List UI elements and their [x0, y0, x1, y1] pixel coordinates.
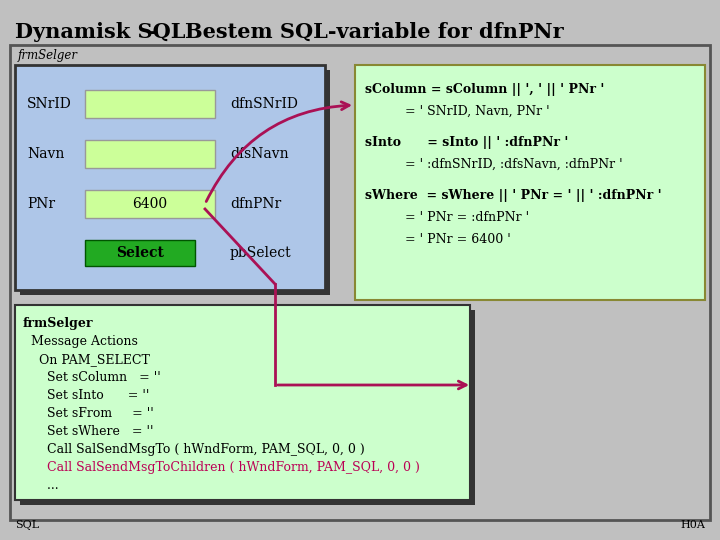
Text: PNr: PNr [27, 197, 55, 211]
Text: Set sFrom     = '': Set sFrom = '' [23, 407, 154, 420]
Text: Message Actions: Message Actions [23, 335, 138, 348]
Text: Dynamisk SQL: Dynamisk SQL [15, 22, 186, 42]
Bar [85, 140, 215, 168]
Text: Set sInto      = '': Set sInto = '' [23, 389, 149, 402]
Text: frmSelger: frmSelger [18, 49, 78, 62]
Bar [20, 310, 475, 505]
Bar [10, 45, 710, 520]
Text: pbSelect: pbSelect [230, 246, 292, 260]
Text: Bestem SQL-variable for dfnPNr: Bestem SQL-variable for dfnPNr [185, 22, 564, 42]
Text: Select: Select [116, 246, 164, 260]
Bar [20, 70, 330, 295]
Text: = ' :dfnSNrID, :dfsNavn, :dfnPNr ': = ' :dfnSNrID, :dfsNavn, :dfnPNr ' [365, 158, 623, 171]
Text: sColumn = sColumn || ', ' || ' PNr ': sColumn = sColumn || ', ' || ' PNr ' [365, 83, 604, 96]
Text: sInto      = sInto || ' :dfnPNr ': sInto = sInto || ' :dfnPNr ' [365, 136, 568, 149]
Bar [85, 240, 195, 266]
Text: H0A: H0A [680, 520, 705, 530]
Text: dfsNavn: dfsNavn [230, 147, 289, 161]
Text: Set sWhere   = '': Set sWhere = '' [23, 425, 153, 438]
Text: SQL: SQL [15, 520, 39, 530]
Text: = ' PNr = 6400 ': = ' PNr = 6400 ' [365, 233, 510, 246]
Text: On PAM_SELECT: On PAM_SELECT [23, 353, 150, 366]
Bar [85, 190, 215, 218]
Bar [355, 65, 705, 300]
Text: = ' PNr = :dfnPNr ': = ' PNr = :dfnPNr ' [365, 211, 529, 224]
Bar [15, 305, 470, 500]
Bar [15, 65, 325, 290]
Text: Call SalSendMsgToChildren ( hWndForm, PAM_SQL, 0, 0 ): Call SalSendMsgToChildren ( hWndForm, PA… [23, 461, 420, 474]
Text: sWhere  = sWhere || ' PNr = ' || ' :dfnPNr ': sWhere = sWhere || ' PNr = ' || ' :dfnPN… [365, 188, 662, 201]
Text: dfnPNr: dfnPNr [230, 197, 282, 211]
Text: frmSelger: frmSelger [23, 317, 94, 330]
Text: -: - [148, 22, 157, 42]
Text: Call SalSendMsgTo ( hWndForm, PAM_SQL, 0, 0 ): Call SalSendMsgTo ( hWndForm, PAM_SQL, 0… [23, 443, 365, 456]
Text: 6400: 6400 [132, 197, 168, 211]
Text: SNrID: SNrID [27, 97, 72, 111]
Text: ...: ... [23, 479, 58, 492]
Text: = ' SNrID, Navn, PNr ': = ' SNrID, Navn, PNr ' [365, 105, 549, 118]
Text: Navn: Navn [27, 147, 64, 161]
Text: dfnSNrID: dfnSNrID [230, 97, 298, 111]
Bar [85, 90, 215, 118]
Text: Set sColumn   = '': Set sColumn = '' [23, 371, 161, 384]
